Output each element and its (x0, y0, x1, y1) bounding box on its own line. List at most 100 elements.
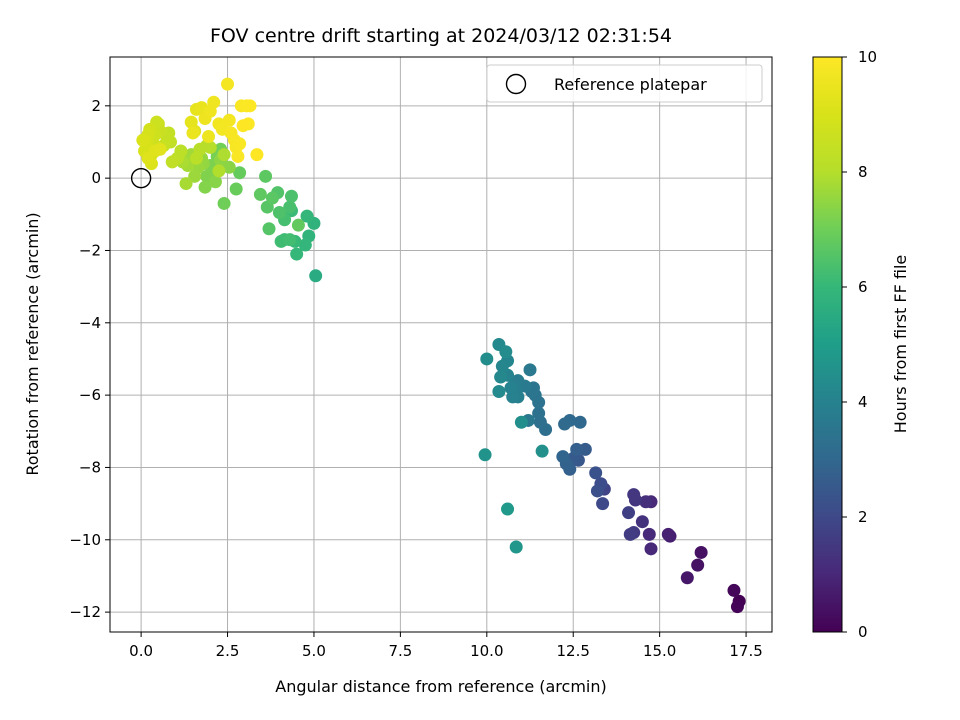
data-point (179, 177, 193, 191)
colorbar-tick-label: 6 (858, 278, 868, 296)
data-point (284, 189, 298, 203)
data-point (189, 151, 203, 165)
data-point (207, 95, 221, 109)
data-point (165, 155, 179, 169)
x-tick-label: 17.5 (729, 642, 762, 660)
legend-label: Reference platepar (554, 75, 707, 94)
data-point (573, 415, 587, 429)
x-tick-label: 0.0 (129, 642, 153, 660)
data-point (589, 466, 603, 480)
data-point (188, 169, 202, 183)
colorbar-label: Hours from first FF file (891, 255, 910, 434)
reference-marker-group (130, 167, 152, 189)
colorbar-tick-label: 0 (858, 623, 868, 641)
data-point (290, 247, 304, 261)
data-point (635, 515, 649, 529)
data-point (627, 488, 641, 502)
x-tick-label: 2.5 (216, 642, 240, 660)
data-point (309, 269, 323, 283)
data-point (558, 417, 572, 431)
colorbar-gradient (812, 56, 843, 633)
y-tick-label: −4 (79, 314, 101, 332)
data-point (217, 196, 231, 210)
data-point (495, 359, 509, 373)
data-point (499, 345, 513, 359)
data-point (535, 444, 549, 458)
data-point (217, 148, 231, 162)
plot-frame (109, 56, 773, 633)
data-point (639, 495, 653, 509)
colorbar-tick-label: 10 (858, 48, 877, 66)
x-tick-label: 12.5 (557, 642, 590, 660)
data-point (198, 180, 212, 194)
y-axis-ticks: 2 0 −2 −4 −6 −8 −10 −12 (69, 97, 110, 621)
data-point (229, 182, 243, 196)
data-point (153, 142, 167, 156)
data-point (208, 175, 222, 189)
data-point (283, 200, 297, 214)
x-axis-label: Angular distance from reference (arcmin) (275, 677, 606, 696)
data-point (262, 222, 276, 236)
data-point (501, 502, 515, 516)
y-axis-label: Rotation from reference (arcmin) (23, 212, 42, 475)
data-point (556, 450, 570, 464)
data-point (222, 113, 236, 127)
data-point (202, 130, 216, 144)
x-tick-label: 5.0 (302, 642, 326, 660)
data-point (523, 363, 537, 377)
data-point (250, 148, 264, 162)
x-axis-ticks: 0.0 2.5 5.0 7.5 10.0 12.5 15.0 17.5 (129, 632, 763, 660)
data-point (272, 206, 286, 220)
data-point (259, 169, 273, 183)
colorbar-tick-label: 8 (858, 163, 868, 181)
data-point (298, 238, 312, 252)
data-point (184, 115, 198, 129)
data-point (596, 497, 610, 511)
reference-marker (130, 167, 152, 189)
colorbar-tick-label: 4 (858, 393, 868, 411)
y-tick-label: 0 (91, 169, 101, 187)
data-point (291, 218, 305, 232)
data-point (644, 542, 658, 556)
colorbar: 0 2 4 6 8 10 Hours from first FF file (812, 48, 910, 641)
data-point (494, 370, 508, 384)
y-tick-label: −6 (79, 386, 101, 404)
data-point (727, 583, 741, 597)
y-tick-label: −12 (69, 603, 101, 621)
data-point (509, 540, 523, 554)
y-tick-label: −8 (79, 458, 101, 476)
x-tick-label: 7.5 (388, 642, 412, 660)
data-point (233, 137, 247, 151)
data-point (283, 233, 297, 247)
grid-lines (110, 57, 772, 632)
y-tick-label: 2 (91, 97, 101, 115)
data-point (136, 133, 150, 147)
data-point (730, 600, 744, 614)
data-point (680, 571, 694, 585)
data-point (492, 385, 506, 399)
data-point (231, 149, 245, 163)
legend-reference-marker (505, 73, 527, 95)
data-point (265, 191, 279, 205)
data-points (136, 77, 746, 614)
data-point (480, 352, 494, 366)
data-point (623, 527, 637, 541)
data-point (478, 448, 492, 462)
data-point (243, 99, 257, 113)
data-point (253, 187, 267, 201)
data-point (570, 442, 584, 456)
data-point (236, 119, 250, 133)
data-point (221, 77, 235, 91)
y-tick-label: −10 (69, 531, 101, 549)
data-point (222, 160, 236, 174)
y-tick-label: −2 (79, 241, 101, 259)
data-point (186, 126, 200, 140)
data-point (504, 381, 518, 395)
legend-box (486, 64, 763, 103)
data-point (590, 484, 604, 498)
data-point (694, 545, 708, 559)
data-point (532, 406, 546, 420)
x-tick-label: 10.0 (470, 642, 503, 660)
legend: Reference platepar (486, 64, 763, 103)
